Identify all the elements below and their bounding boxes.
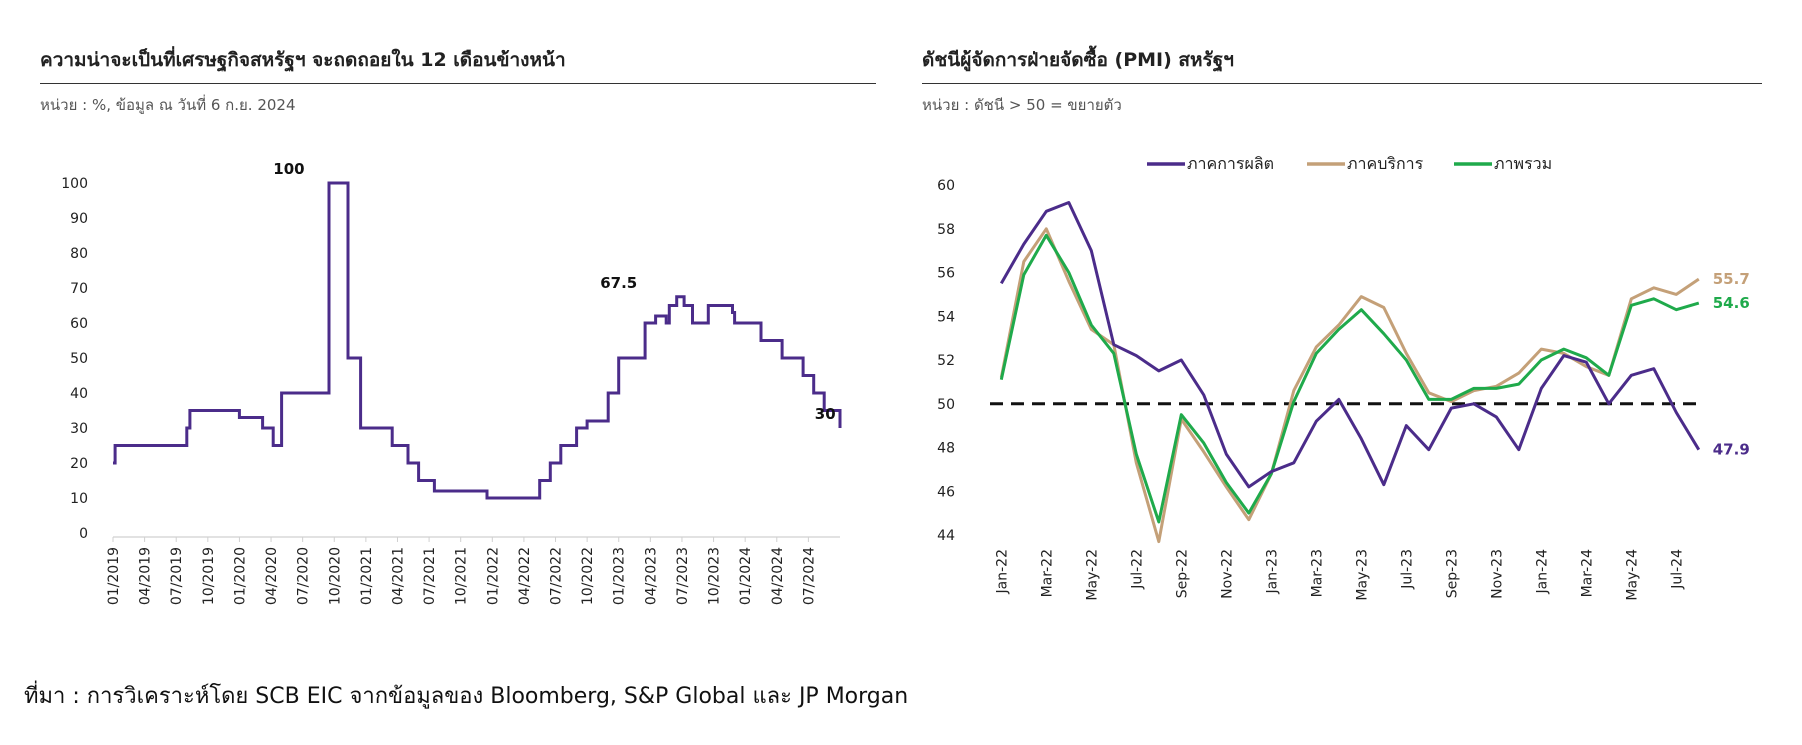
x-tick-label: 04/2020 xyxy=(264,547,280,605)
last-value-label: 47.9 xyxy=(1713,441,1750,459)
legend-label: ภาคการผลิต xyxy=(1187,154,1274,173)
x-tick-label: 01/2019 xyxy=(106,547,122,605)
x-tick-label: 01/2023 xyxy=(612,547,628,605)
right-chart-subtitle: หน่วย : ดัชนี > 50 = ขยายตัว xyxy=(922,96,1122,114)
x-tick-label: 07/2019 xyxy=(169,547,185,605)
left-chart-title: ความน่าจะเป็นที่เศรษฐกิจสหรัฐฯ จะถดถอยใน… xyxy=(40,45,876,84)
x-tick-label: Jul-24 xyxy=(1669,549,1685,590)
x-tick-label: 04/2023 xyxy=(643,547,659,605)
x-tick-label: Mar-24 xyxy=(1579,549,1595,597)
x-tick-label: Jan-23 xyxy=(1264,549,1280,594)
x-tick-label: Nov-23 xyxy=(1489,549,1505,599)
x-tick-label: May-22 xyxy=(1084,549,1100,601)
x-tick-label: 01/2021 xyxy=(359,547,375,605)
y-tick-label: 58 xyxy=(937,222,955,238)
x-tick-label: Jan-22 xyxy=(994,549,1010,594)
x-tick-label: 04/2022 xyxy=(517,547,533,605)
pmi-chart: ภาคการผลิต ภาคบริการ ภาพรวม 44 46 48 50 52 54 56 5… xyxy=(937,154,1750,601)
y-tick-label: 60 xyxy=(937,178,955,194)
x-tick-label: May-23 xyxy=(1354,549,1370,601)
right-chart-header: ดัชนีผู้จัดการฝ่ายจัดซื้อ (PMI) สหรัฐฯ ห… xyxy=(922,45,1762,117)
x-tick-label: Sep-23 xyxy=(1444,549,1460,598)
x-tick-label: May-24 xyxy=(1624,549,1640,601)
x-tick-label: 10/2020 xyxy=(327,547,343,605)
y-tick-label: 70 xyxy=(70,281,88,297)
y-tick-label: 20 xyxy=(70,456,88,472)
y-tick-label: 54 xyxy=(937,309,955,325)
last-value-label: 54.6 xyxy=(1713,294,1750,312)
y-tick-label: 90 xyxy=(70,211,88,227)
x-tick-label: 10/2023 xyxy=(707,547,723,605)
left-chart-subtitle: หน่วย : %, ข้อมูล ณ วันที่ 6 ก.ย. 2024 xyxy=(40,96,296,114)
y-tick-label: 10 xyxy=(70,491,88,507)
x-tick-label: 01/2022 xyxy=(485,547,501,605)
series-line xyxy=(999,233,1700,524)
y-tick-label: 44 xyxy=(937,528,955,544)
y-tick-label: 52 xyxy=(937,353,955,369)
source-note: ที่มา : การวิเคราะห์โดย SCB EIC จากข้อมู… xyxy=(24,684,909,709)
series-line xyxy=(999,201,1701,489)
y-tick-label: 30 xyxy=(70,421,88,437)
x-tick-label: 10/2022 xyxy=(580,547,596,605)
x-tick-label: Mar-23 xyxy=(1309,549,1325,597)
data-label: 100 xyxy=(273,160,304,178)
right-chart-title: ดัชนีผู้จัดการฝ่ายจัดซื้อ (PMI) สหรัฐฯ xyxy=(922,45,1762,84)
x-tick-label: Nov-22 xyxy=(1219,549,1235,599)
last-value-label: 55.7 xyxy=(1713,270,1750,288)
data-label: 67.5 xyxy=(600,274,637,292)
x-tick-label: 07/2023 xyxy=(675,547,691,605)
y-tick-label: 40 xyxy=(70,386,88,402)
x-tick-label: 07/2024 xyxy=(801,547,817,605)
x-tick-label: Jul-23 xyxy=(1399,549,1415,590)
data-label: 30 xyxy=(815,405,836,423)
x-tick-label: 07/2020 xyxy=(296,547,312,605)
x-tick-label: 01/2024 xyxy=(738,547,754,605)
x-tick-label: 10/2021 xyxy=(454,547,470,605)
x-tick-label: Sep-22 xyxy=(1174,549,1190,598)
y-tick-label: 80 xyxy=(70,246,88,262)
y-tick-label: 0 xyxy=(79,526,88,542)
series-line xyxy=(999,227,1700,544)
x-tick-label: Jan-24 xyxy=(1534,549,1550,595)
y-tick-label: 46 xyxy=(937,484,955,500)
left-chart-header: ความน่าจะเป็นที่เศรษฐกิจสหรัฐฯ จะถดถอยใน… xyxy=(40,45,876,117)
x-tick-label: 04/2021 xyxy=(390,547,406,605)
x-tick-label: Mar-22 xyxy=(1039,549,1055,597)
x-tick-label: 04/2019 xyxy=(138,547,154,605)
recession-probability-line xyxy=(113,181,842,500)
x-tick-label: Jul-22 xyxy=(1129,549,1145,590)
y-tick-label: 48 xyxy=(937,441,955,457)
legend-label: ภาพรวม xyxy=(1494,154,1552,173)
y-tick-label: 60 xyxy=(70,316,88,332)
x-tick-label: 10/2019 xyxy=(201,547,217,605)
x-tick-label: 04/2024 xyxy=(770,547,786,605)
y-tick-label: 50 xyxy=(70,351,88,367)
x-tick-label: 01/2020 xyxy=(232,547,248,605)
x-tick-label: 07/2021 xyxy=(422,547,438,605)
y-tick-label: 100 xyxy=(61,176,88,192)
y-tick-label: 56 xyxy=(937,266,955,282)
x-tick-label: 07/2022 xyxy=(549,547,565,605)
y-tick-label: 50 xyxy=(937,397,955,413)
legend-label: ภาคบริการ xyxy=(1347,154,1424,173)
recession-probability-chart: 0 10 20 30 40 50 60 70 80 90 100 01/2019 04/2019 07/2… xyxy=(61,160,842,605)
